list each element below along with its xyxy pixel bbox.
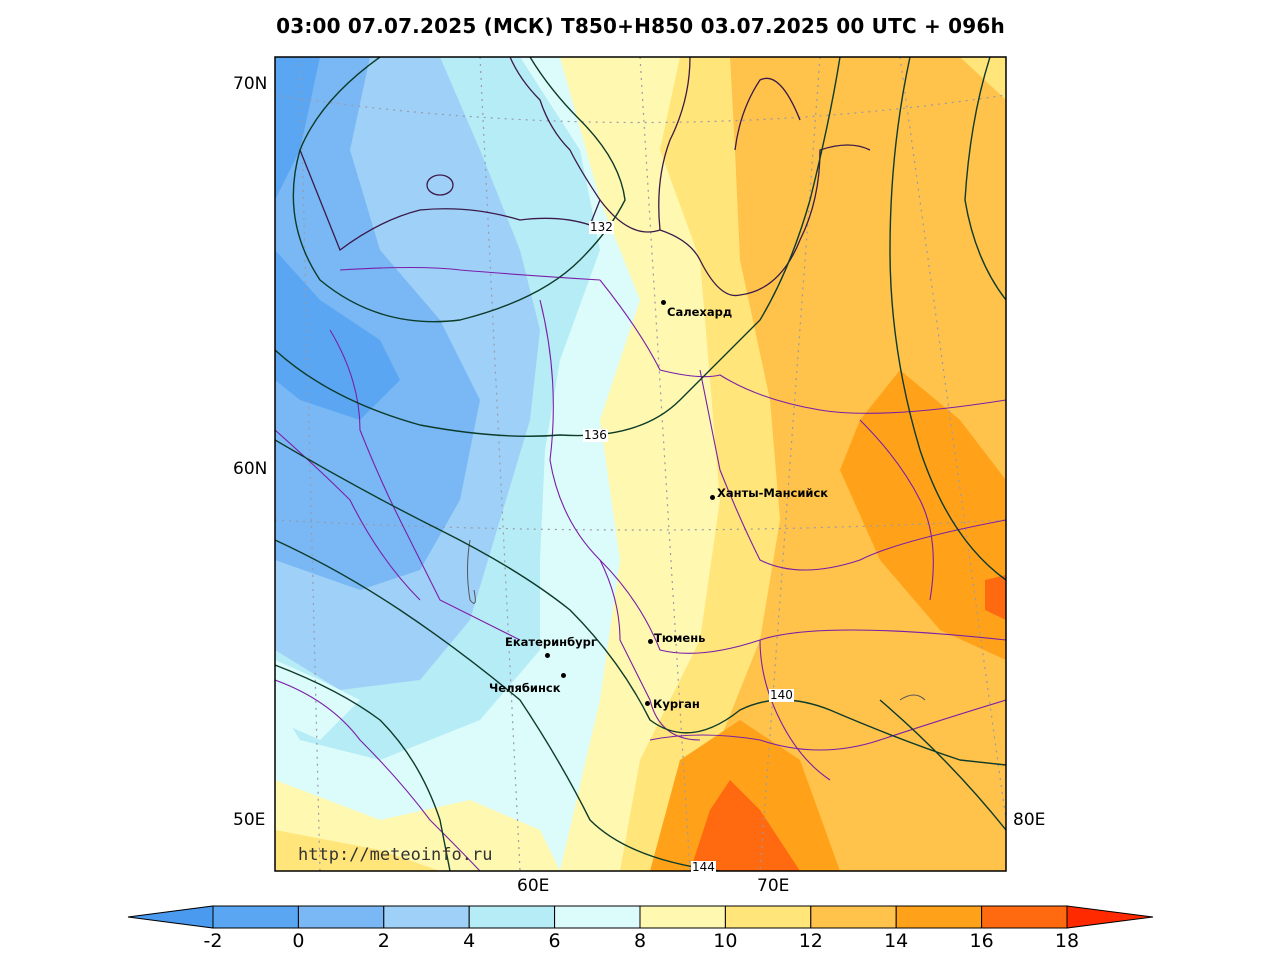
city-dot-kurgan [645, 701, 650, 706]
lon-label-70e: 70E [757, 876, 790, 896]
watermark-url: http://meteoinfo.ru [298, 845, 493, 865]
colorbar-cell [297, 905, 385, 929]
city-dot-yekaterinburg [545, 653, 550, 658]
colorbar-cell [639, 905, 726, 929]
colorbar-cell [724, 905, 812, 929]
contour-label-136: 136 [583, 428, 608, 442]
contour-label-132: 132 [589, 220, 614, 234]
colorbar-cell [212, 905, 299, 929]
map-frame [274, 56, 1007, 872]
lon-label-60e: 60E [517, 876, 550, 896]
colorbar-tick-label: 6 [548, 930, 561, 952]
colorbar-extend-low [127, 905, 214, 929]
city-label-kurgan: Курган [653, 697, 700, 711]
city-label-khanty-mansiysk: Ханты-Мансийск [717, 486, 829, 500]
colorbar-cell [554, 905, 641, 929]
city-label-yekaterinburg: Екатеринбург [505, 635, 597, 649]
map-title: 03:00 07.07.2025 (МСК) T850+H850 03.07.2… [276, 14, 1005, 38]
contour-label-140: 140 [769, 688, 794, 702]
colorbar-cell [468, 905, 556, 929]
city-dot-chelyabinsk [561, 673, 566, 678]
city-label-tyumen: Тюмень [654, 631, 706, 645]
city-dot-khanty-mansiysk [710, 495, 715, 500]
colorbar-tick-label: 14 [884, 930, 909, 952]
city-label-chelyabinsk: Челябинск [489, 681, 561, 695]
colorbar-extend-high [1066, 905, 1154, 929]
lon-label-80e: 80E [1013, 810, 1046, 830]
city-label-salekhard: Салехард [667, 305, 733, 319]
colorbar-tick-label: -2 [203, 930, 223, 952]
colorbar-tick-label: 10 [713, 930, 738, 952]
colorbar-tick-label: 8 [633, 930, 647, 952]
colorbar-cell [383, 905, 470, 929]
colorbar-tick-label: 12 [798, 930, 823, 952]
colorbar-tick-label: 4 [463, 930, 476, 952]
city-dot-salekhard [661, 300, 666, 305]
colorbar-tick-label: 18 [1054, 930, 1080, 952]
lat-label-70n: 70N [233, 74, 268, 94]
temperature-field [275, 57, 1006, 871]
colorbar-tick-label: 0 [292, 930, 305, 952]
colorbar-tick-label: 16 [969, 930, 994, 952]
colorbar-cell [810, 905, 897, 929]
lat-label-60n: 60N [233, 459, 268, 479]
lon-label-50e: 50E [233, 810, 266, 830]
colorbar-cell [981, 905, 1068, 929]
colorbar-tick-label: 2 [377, 930, 390, 952]
colorbar-cell [895, 905, 983, 929]
contour-label-144: 144 [691, 860, 716, 874]
city-dot-tyumen [648, 639, 653, 644]
